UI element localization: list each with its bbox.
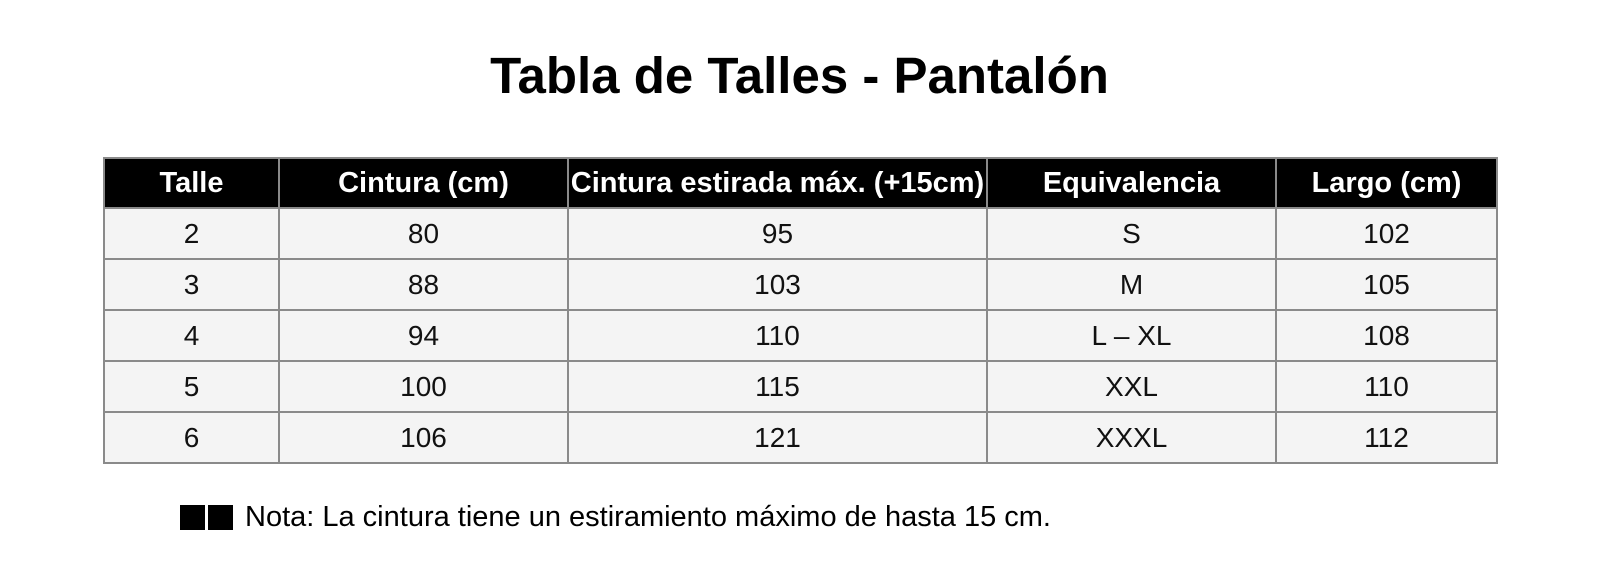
table-cell: 5 [103,360,280,413]
column-header-cintura-estirada: Cintura estirada máx. (+15cm) [567,157,988,209]
table-cell: 80 [278,207,569,260]
table-cell: 6 [103,411,280,464]
table-cell: M [986,258,1277,311]
table-cell: 94 [278,309,569,362]
table-cell: L – XL [986,309,1277,362]
table-cell: 106 [278,411,569,464]
note: Nota: La cintura tiene un estiramiento m… [180,500,1051,534]
header-row: Talle Cintura (cm) Cintura estirada máx.… [103,157,1498,209]
column-header-equivalencia: Equivalencia [986,157,1277,209]
table-cell: 115 [567,360,988,413]
column-header-talle: Talle [103,157,280,209]
table-cell: 110 [1275,360,1498,413]
table-cell: 3 [103,258,280,311]
table-row: 6 106 121 XXXL 112 [103,411,1498,464]
black-square-icon [180,504,205,530]
table-cell: S [986,207,1277,260]
table-cell: 105 [1275,258,1498,311]
table-cell: 108 [1275,309,1498,362]
table-cell: 102 [1275,207,1498,260]
table-cell: 121 [567,411,988,464]
table-cell: 112 [1275,411,1498,464]
table-cell: XXXL [986,411,1277,464]
black-square-icon [208,504,233,530]
column-header-cintura: Cintura (cm) [278,157,569,209]
note-text: Nota: La cintura tiene un estiramiento m… [245,501,1051,533]
table-cell: 110 [567,309,988,362]
page-title: Tabla de Talles - Pantalón [490,47,1109,104]
table-cell: 100 [278,360,569,413]
table-row: 5 100 115 XXL 110 [103,360,1498,413]
table-row: 4 94 110 L – XL 108 [103,309,1498,362]
table-cell: 103 [567,258,988,311]
table-cell: 4 [103,309,280,362]
table-row: 2 80 95 S 102 [103,207,1498,260]
table-cell: 2 [103,207,280,260]
table-cell: 88 [278,258,569,311]
two-black-squares-icon [180,504,233,530]
table-cell: 95 [567,207,988,260]
table-row: 3 88 103 M 105 [103,258,1498,311]
column-header-largo: Largo (cm) [1275,157,1498,209]
size-table: Talle Cintura (cm) Cintura estirada máx.… [103,157,1498,464]
table-cell: XXL [986,360,1277,413]
